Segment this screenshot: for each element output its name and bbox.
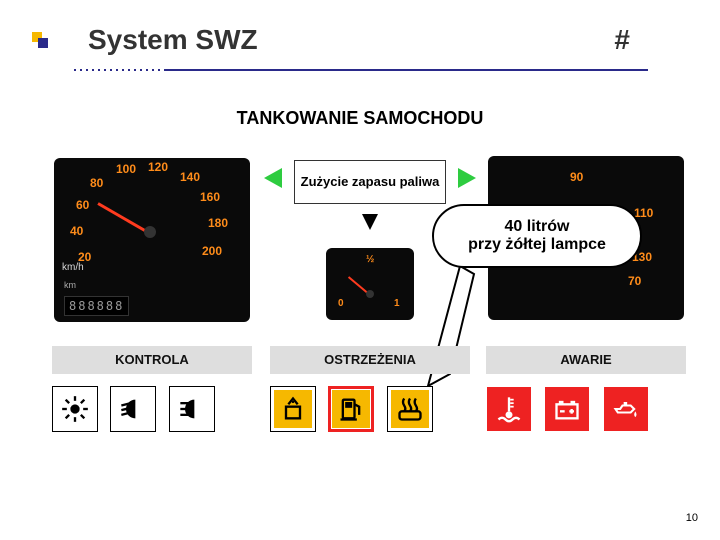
speedometer-number: 80 <box>90 176 103 190</box>
speedometer-dial: 20406080100120140160180200 <box>76 164 228 280</box>
underline-solid <box>164 69 648 71</box>
speedometer-number: 160 <box>200 190 220 204</box>
callout-line2: przy żółtej lampce <box>468 236 606 254</box>
brightness-icon <box>52 386 98 432</box>
slide-title: System SWZ <box>88 24 258 56</box>
slide-hash: # <box>614 24 630 56</box>
speedometer-number: 100 <box>116 162 136 176</box>
low-beam-icon <box>110 386 156 432</box>
coolant-temp-icon <box>486 386 532 432</box>
subtitle: TANKOWANIE SAMOCHODU <box>0 108 720 129</box>
section-label-kontrola: KONTROLA <box>52 346 252 374</box>
fuel-gauge: 0 ½ 1 <box>326 248 414 320</box>
section-label-ostrzezenia: OSTRZEŻENIA <box>270 346 470 374</box>
page-number: 10 <box>686 512 698 524</box>
defrost-icon <box>387 386 433 432</box>
speedometer-number: 200 <box>202 244 222 258</box>
speedometer-number: 180 <box>208 216 228 230</box>
speedometer-number: 60 <box>76 198 89 212</box>
info-chip-text: Zużycie zapasu paliwa <box>301 175 440 189</box>
fuel-warning-icon <box>328 386 374 432</box>
header: System SWZ # <box>0 24 720 74</box>
speedometer-unit: km/h <box>62 262 84 273</box>
speedometer-number: 140 <box>180 170 200 184</box>
kontrola-icons <box>52 386 223 432</box>
callout-bubble: 40 litrów przy żółtej lampce <box>432 204 642 268</box>
oil-pressure-icon <box>603 386 649 432</box>
fuel-hub <box>366 290 374 298</box>
high-beam-icon <box>169 386 215 432</box>
ostrzezenia-icons <box>270 386 441 432</box>
underline-dots <box>72 68 164 72</box>
title-bullet-icon <box>32 32 50 50</box>
arrow-down-icon <box>362 214 378 230</box>
battery-icon <box>544 386 590 432</box>
slide: System SWZ # TANKOWANIE SAMOCHODU 204060… <box>0 0 720 540</box>
speedometer-number: 120 <box>148 160 168 174</box>
fuel-label: 1 <box>394 298 400 309</box>
washer-fluid-icon <box>270 386 316 432</box>
fuel-label: ½ <box>366 254 374 265</box>
info-chip: Zużycie zapasu paliwa <box>294 160 446 204</box>
odometer-value: 888888 <box>64 296 129 316</box>
arrow-right-icon <box>458 168 476 188</box>
speedometer-hub <box>144 226 156 238</box>
temperature-small-number: 70 <box>628 274 641 288</box>
callout-line1: 40 litrów <box>468 218 606 236</box>
fuel-dial: 0 ½ 1 <box>336 256 404 312</box>
speedometer-gauge: 20406080100120140160180200 km/h km 88888… <box>54 158 250 322</box>
speedometer-number: 40 <box>70 224 83 238</box>
fuel-label: 0 <box>338 298 344 309</box>
temperature-number: 90 <box>570 170 583 184</box>
arrow-left-icon <box>264 168 282 188</box>
section-label-awarie: AWARIE <box>486 346 686 374</box>
odometer-label: km <box>64 280 76 290</box>
awarie-icons <box>486 386 657 432</box>
